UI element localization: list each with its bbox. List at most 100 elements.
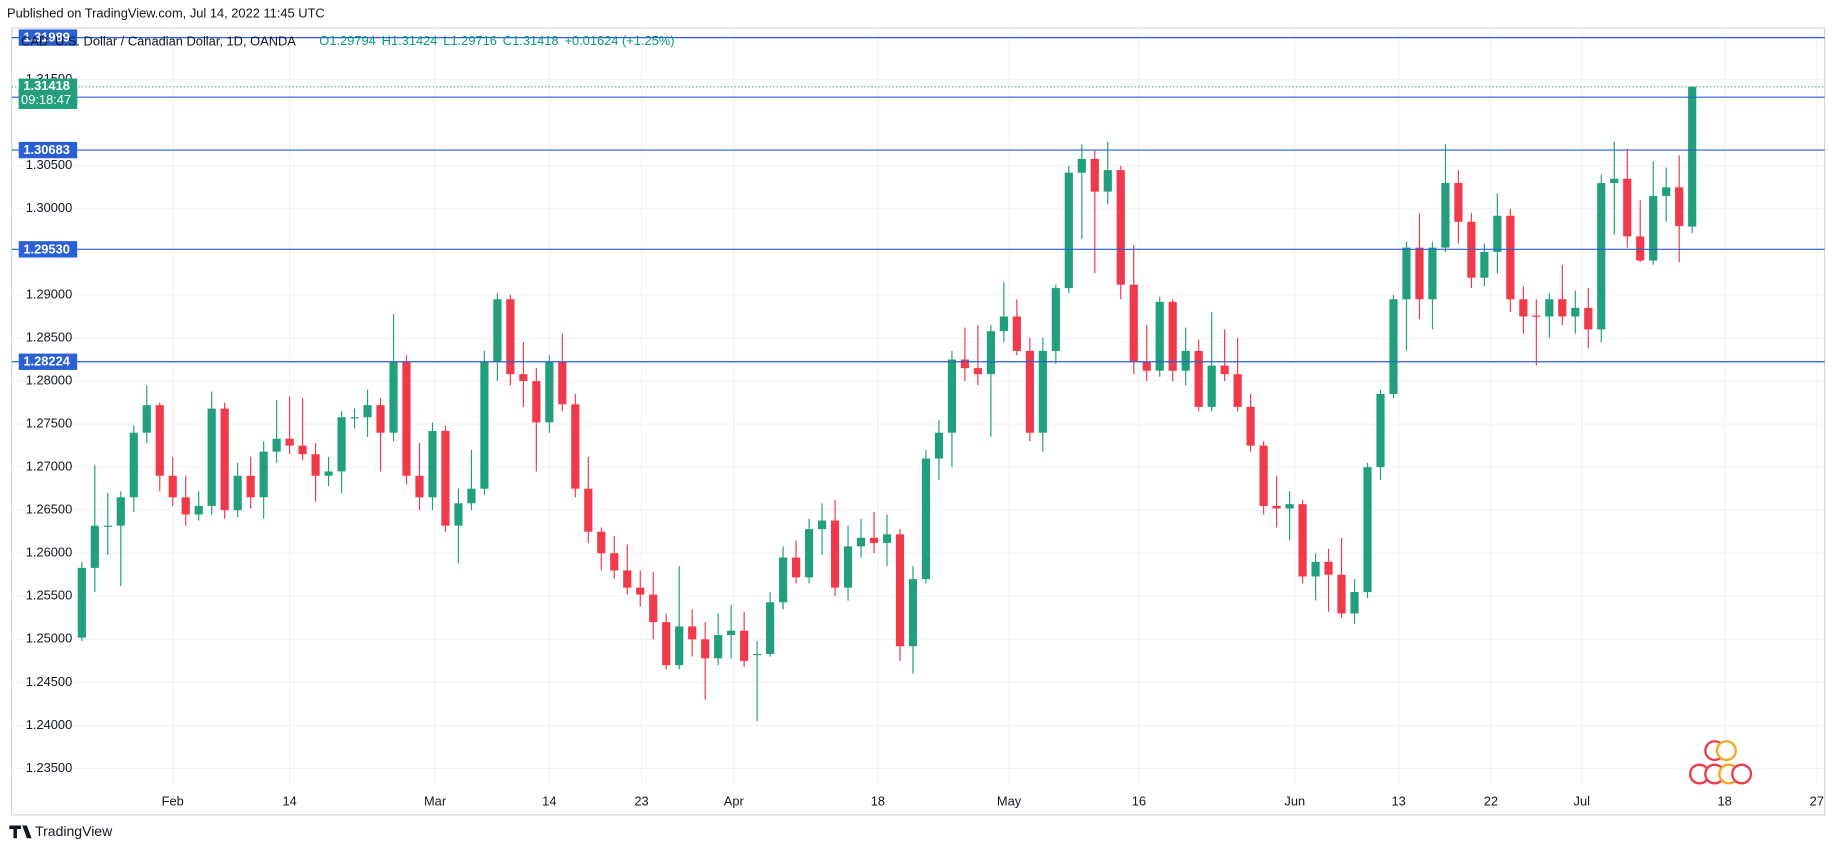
candle-body — [1363, 467, 1372, 592]
x-tick-label: Jul — [1574, 793, 1590, 808]
candle-body — [1233, 374, 1242, 407]
x-tick-label: Mar — [424, 793, 447, 808]
x-tick-label: 27 — [1810, 793, 1824, 808]
level-label-box — [18, 29, 78, 46]
candle-body — [804, 529, 814, 578]
candle-body — [714, 635, 723, 659]
candle-body — [142, 405, 151, 433]
candle-body — [1571, 307, 1580, 317]
candle-body — [155, 405, 164, 476]
candle-body — [350, 417, 359, 419]
candle-body — [779, 557, 788, 603]
candle-body — [220, 408, 229, 511]
y-tick-label: 1.26000 — [26, 545, 72, 560]
candle-body — [415, 475, 424, 498]
candle-body — [77, 567, 86, 638]
last-price-label: 1.31418 — [23, 78, 69, 93]
candle-body — [1038, 350, 1047, 433]
candle-body — [792, 557, 801, 578]
candle-body — [467, 488, 476, 504]
candle-body — [843, 546, 853, 588]
y-tick-label: 1.27500 — [26, 415, 72, 430]
candle-body — [1220, 365, 1229, 375]
candle-body — [1168, 301, 1177, 371]
plot — [77, 86, 1697, 722]
level-label-box — [18, 353, 78, 370]
level-label: 1.28224 — [23, 354, 70, 369]
candle-body — [454, 503, 463, 526]
candle-body — [1636, 236, 1645, 261]
x-tick-label: 18 — [871, 793, 885, 808]
brand-logo — [9, 825, 32, 839]
candle-body — [311, 454, 320, 476]
candle-body — [90, 525, 99, 568]
candle-body — [1506, 215, 1515, 300]
candle-body — [1285, 504, 1294, 509]
y-tick-label: 1.25500 — [26, 588, 72, 603]
candle-body — [480, 362, 489, 489]
currency: CAD — [21, 33, 48, 48]
level-label: 1.30683 — [23, 142, 69, 157]
candle-body — [1376, 393, 1385, 468]
candle-body — [869, 537, 879, 543]
y-tick-label: 1.28000 — [26, 372, 72, 387]
candle-body — [402, 362, 411, 476]
level-label: 1.29530 — [23, 241, 69, 256]
candle-body — [1103, 170, 1112, 192]
y-tick-label: 1.30500 — [26, 157, 72, 172]
candle-body — [649, 594, 658, 623]
x-tick-label: 22 — [1484, 793, 1498, 808]
candle-body — [129, 432, 138, 498]
candle-body — [519, 374, 528, 382]
flag — [1715, 740, 1737, 762]
candle-body — [1311, 561, 1320, 577]
candle-body — [571, 404, 580, 489]
y-tick-label: 1.27000 — [26, 459, 72, 474]
symbol-title: U.S. Dollar / Canadian Dollar, 1D, OANDA — [55, 33, 296, 48]
grid — [11, 28, 1825, 786]
ohlc-legend: O1.29794 H1.31424 L1.29716 C1.31418 +0.01624… — [319, 33, 674, 48]
candle-body — [1610, 178, 1619, 184]
candle-body — [363, 405, 372, 418]
candle-body — [1272, 505, 1281, 509]
change: +0.01624 (+1.25%) — [564, 33, 674, 48]
candle-body — [389, 362, 398, 433]
candle-body — [753, 653, 762, 656]
level-label: 1.31989 — [23, 30, 69, 45]
candle-body — [246, 475, 255, 498]
candle-body — [1519, 299, 1528, 317]
candle-body — [1662, 187, 1671, 196]
candle-body — [960, 359, 970, 369]
y-tick-label: 1.26500 — [26, 502, 72, 517]
candle-body — [1116, 170, 1125, 285]
candle-body — [1350, 591, 1359, 614]
candle-body — [324, 471, 333, 476]
candle-body — [1012, 316, 1021, 351]
y-tick-label: 1.30000 — [26, 200, 72, 215]
candle-body — [233, 475, 242, 511]
x-tick-label: 18 — [1717, 793, 1731, 808]
candle-body — [1545, 299, 1554, 317]
candle-body — [1623, 178, 1632, 237]
x-tick-label: 14 — [282, 793, 296, 808]
candle-body — [1064, 172, 1073, 289]
countdown: 09:18:47 — [21, 92, 71, 107]
x-tick-label: 23 — [634, 793, 648, 808]
published-note: Published on TradingView.com, Jul 14, 20… — [7, 5, 325, 20]
candle-body — [545, 362, 554, 423]
candle-body — [973, 368, 983, 375]
y-tick-label: 1.24000 — [26, 717, 72, 732]
candle-body — [1584, 307, 1593, 330]
candle-body — [1194, 350, 1203, 407]
candle-body — [740, 630, 749, 661]
candle-body — [558, 362, 567, 405]
open: O1.29794 — [319, 33, 376, 48]
level-label-box — [18, 141, 78, 159]
candle-body — [272, 438, 281, 452]
candle-body — [727, 630, 736, 636]
candle-body — [259, 451, 268, 498]
x-tick-label: Apr — [724, 793, 745, 808]
candle-body — [376, 405, 385, 433]
candle-body — [168, 475, 177, 498]
candle-body — [441, 430, 450, 526]
